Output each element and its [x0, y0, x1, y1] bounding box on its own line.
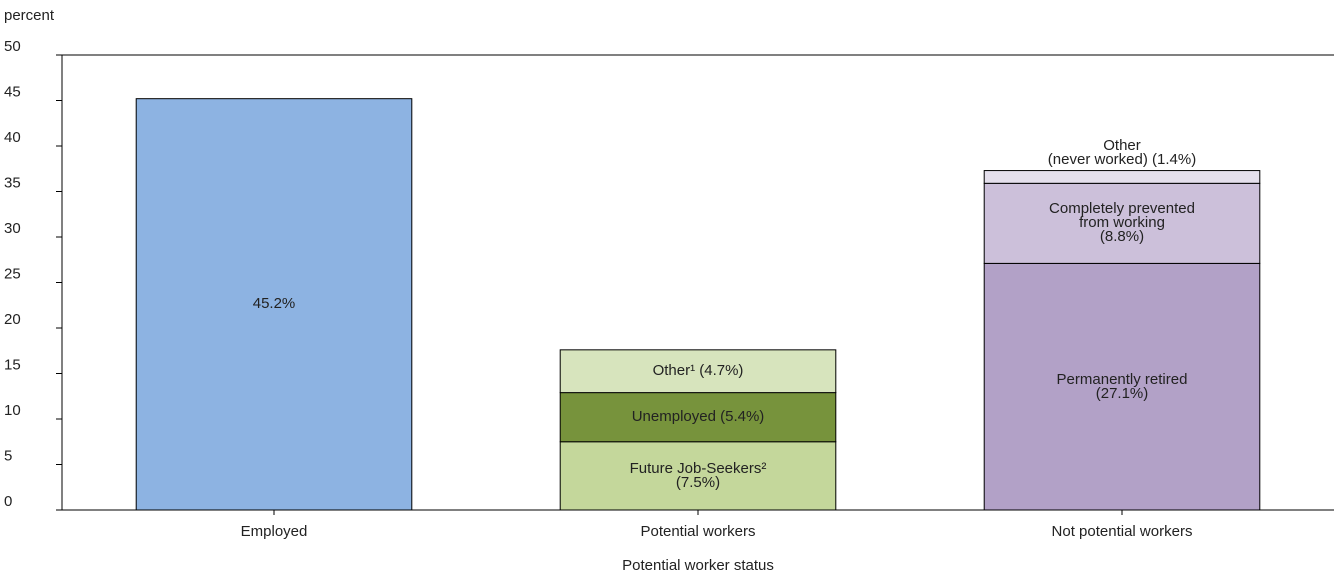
y-tick-label: 30 — [4, 220, 21, 237]
data-label: Completely prevented from working (8.8%) — [1049, 200, 1195, 246]
x-tick-label: Potential workers — [640, 523, 755, 540]
data-label: Unemployed (5.4%) — [631, 408, 765, 426]
y-tick-label: 15 — [4, 356, 21, 373]
y-tick-label: 40 — [4, 129, 21, 146]
y-tick-label: 10 — [4, 402, 21, 419]
bar-segment — [559, 441, 837, 511]
y-tick-label: 20 — [4, 311, 21, 328]
y-tick-label: 45 — [4, 83, 21, 100]
x-tick-label: Employed — [241, 523, 308, 540]
y-tick-label: 35 — [4, 174, 21, 191]
y-axis-label: percent — [4, 7, 55, 24]
y-tick-label: 0 — [4, 493, 12, 510]
bar-segment — [135, 98, 413, 511]
data-label: Future Job-Seekers² (7.5%) — [629, 459, 767, 491]
y-tick-label: 50 — [4, 38, 21, 55]
data-label: Other¹ (4.7%) — [652, 362, 744, 380]
y-tick-label: 5 — [4, 447, 12, 464]
bar-segment — [983, 170, 1261, 184]
data-label: 45.2% — [252, 295, 296, 313]
bar-segment — [559, 349, 837, 394]
y-tick-label: 25 — [4, 265, 21, 282]
bar-segment — [559, 392, 837, 443]
data-label: Other (never worked) (1.4%) — [1047, 136, 1197, 168]
x-tick-label: Not potential workers — [1052, 523, 1193, 540]
data-label: Permanently retired (27.1%) — [1056, 370, 1188, 402]
x-axis-label: Potential worker status — [622, 557, 774, 574]
bar-segment — [983, 262, 1261, 511]
bar-segment — [983, 182, 1261, 264]
